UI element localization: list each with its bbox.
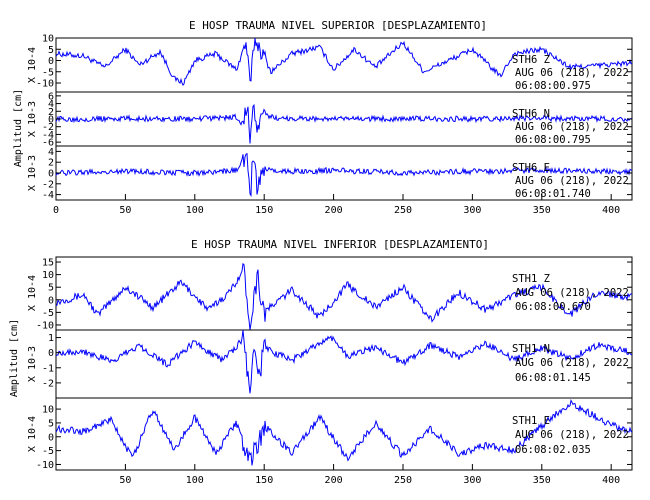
y-tick-label: -4 <box>42 130 54 141</box>
waveform-trace <box>55 329 633 394</box>
x-tick-label: 50 <box>119 205 131 216</box>
time-label: 06:08:01.145 <box>515 372 591 384</box>
x-tick-label: 350 <box>533 475 551 486</box>
x-tick-label: 150 <box>255 205 273 216</box>
x-tick-label: 400 <box>602 205 620 216</box>
chart-top: E HOSP TRAUMA NIVEL SUPERIOR [DESPLAZAMI… <box>13 19 633 216</box>
y-tick-label: 0 <box>48 432 54 443</box>
y-tick-label: -6 <box>42 138 54 149</box>
chart-bottom: E HOSP TRAUMA NIVEL INFERIOR [DESPLAZAMI… <box>9 238 633 486</box>
date-label: AUG 06 (218), 2022 <box>515 121 629 133</box>
y-tick-label: -5 <box>42 308 54 319</box>
x-tick-label: 400 <box>602 475 620 486</box>
date-label: AUG 06 (218), 2022 <box>515 357 629 369</box>
y-tick-label: 4 <box>48 99 54 110</box>
y-tick-label: 0 <box>48 115 54 126</box>
panel: 10 5 0 -5 -10 X 10-4 STH1 E AUG 06 (218), 20… <box>27 397 633 471</box>
y-tick-label: -5 <box>42 446 54 457</box>
panel: 10-1-2 X 10-3 STH1 N AUG 06 (218), 2022 … <box>27 329 633 399</box>
y-tick-label: -10 <box>36 79 54 90</box>
y-tick-label: 0 <box>48 348 54 359</box>
x-tick-label: 250 <box>394 475 412 486</box>
y-tick-label: 4 <box>48 147 54 158</box>
x-tick-label: 0 <box>53 205 59 216</box>
panel-frame <box>55 397 633 471</box>
y-tick-label: 15 <box>42 258 54 269</box>
y-tick-label: -10 <box>36 320 54 331</box>
time-label: 06:08:01.740 <box>515 188 591 200</box>
y-tick-label: 0 <box>48 295 54 306</box>
station-label: STH6 E <box>512 162 550 174</box>
station-label: STH1 N <box>512 343 550 355</box>
date-label: AUG 06 (218), 2022 <box>515 175 629 187</box>
x-tick-label: 100 <box>186 475 204 486</box>
y-axis-label: Amplitud [cm] <box>13 89 24 167</box>
date-label: AUG 06 (218), 2022 <box>515 287 629 299</box>
time-label: 06:08:00.670 <box>515 301 591 313</box>
y-tick-label: -1 <box>42 363 54 374</box>
station-label: STH6 Z <box>512 54 550 66</box>
y-tick-label: 5 <box>48 45 54 56</box>
y-tick-label: 10 <box>42 270 54 281</box>
chart-title: E HOSP TRAUMA NIVEL SUPERIOR [DESPLAZAMI… <box>189 19 487 32</box>
scale-label: X 10-4 <box>27 47 38 83</box>
y-tick-label: 2 <box>48 158 54 169</box>
y-tick-label: 0 <box>48 56 54 67</box>
waveform-trace <box>55 262 633 331</box>
x-tick-label: 300 <box>463 205 481 216</box>
waveform-trace <box>55 103 633 144</box>
y-tick-label: 10 <box>42 34 54 45</box>
y-tick-label: 6 <box>48 91 54 102</box>
scale-label: X 10-3 <box>27 101 38 137</box>
x-tick-label: 250 <box>394 205 412 216</box>
x-tick-label: 300 <box>463 475 481 486</box>
y-tick-label: 5 <box>48 283 54 294</box>
y-tick-label: 2 <box>48 107 54 118</box>
y-tick-label: 0 <box>48 169 54 180</box>
x-axis: 50 100 150 200 250 300 350 400 <box>119 464 620 486</box>
panel: 420-2-4 X 10-3 STH6 E AUG 06 (218), 2022… <box>27 145 633 201</box>
x-axis: 0 50 100 150 200 250 300 350 400 <box>53 194 620 216</box>
station-label: STH1 Z <box>512 273 550 285</box>
waveform-trace <box>55 399 633 466</box>
y-axis-label: Amplitud [cm] <box>9 319 20 397</box>
x-tick-label: 100 <box>186 205 204 216</box>
station-label: STH6 N <box>512 108 550 120</box>
date-label: AUG 06 (218), 2022 <box>515 429 629 441</box>
chart-title: E HOSP TRAUMA NIVEL INFERIOR [DESPLAZAMI… <box>191 238 489 251</box>
y-tick-label: -2 <box>42 378 54 389</box>
waveform-trace <box>55 152 633 197</box>
time-label: 06:08:02.035 <box>515 444 591 456</box>
y-tick-label: -10 <box>36 460 54 471</box>
station-label: STH1 E <box>512 415 550 427</box>
x-tick-label: 200 <box>325 475 343 486</box>
date-label: AUG 06 (218), 2022 <box>515 67 629 79</box>
y-tick-label: -5 <box>42 67 54 78</box>
scale-label: X 10-4 <box>27 416 38 452</box>
scale-label: X 10-3 <box>27 155 38 191</box>
y-tick-label: -2 <box>42 122 54 133</box>
y-tick-label: -4 <box>42 190 54 201</box>
y-tick-label: 10 <box>42 405 54 416</box>
y-tick-label: 1 <box>48 333 54 344</box>
scale-label: X 10-4 <box>27 275 38 311</box>
x-tick-label: 150 <box>255 475 273 486</box>
y-tick-label: 5 <box>48 418 54 429</box>
x-tick-label: 50 <box>119 475 131 486</box>
time-label: 06:08:00.795 <box>515 134 591 146</box>
time-label: 06:08:00.975 <box>515 80 591 92</box>
x-tick-label: 350 <box>533 205 551 216</box>
x-tick-label: 200 <box>325 205 343 216</box>
waveform-trace <box>55 37 633 87</box>
y-tick-label: -2 <box>42 179 54 190</box>
scale-label: X 10-3 <box>27 346 38 382</box>
